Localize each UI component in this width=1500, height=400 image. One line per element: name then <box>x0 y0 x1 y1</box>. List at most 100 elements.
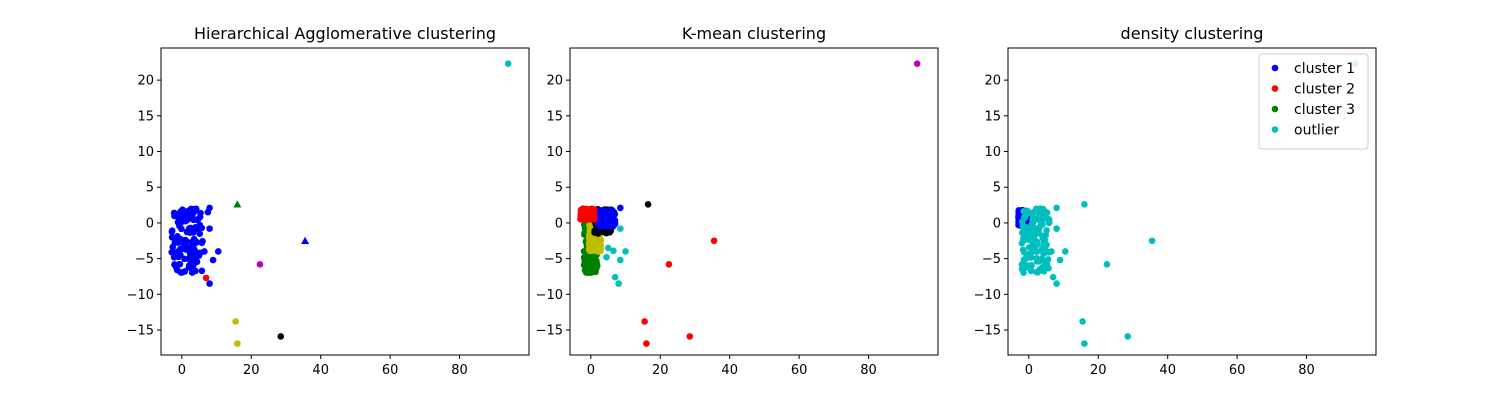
cluster-point <box>192 267 199 275</box>
cluster-point <box>587 207 594 214</box>
cluster-point <box>591 262 599 269</box>
scatter-point <box>622 248 629 255</box>
x-tick-label: 0 <box>178 363 186 378</box>
cluster-point <box>587 246 595 254</box>
cluster-point <box>600 208 608 215</box>
cluster-point <box>1033 248 1041 256</box>
cluster-point <box>596 242 603 249</box>
scatter-point <box>1103 261 1111 268</box>
scatter-point <box>277 333 285 340</box>
cluster-point <box>198 267 206 275</box>
scatter-point <box>206 225 213 232</box>
x-tick-label: 0 <box>587 363 595 378</box>
cluster-point <box>606 229 613 236</box>
scatter-point <box>604 244 612 252</box>
scatter-marks <box>168 60 512 347</box>
legend-label: cluster 1 <box>1294 61 1355 77</box>
cluster-point <box>197 209 204 217</box>
cluster-point <box>595 220 603 227</box>
scatter-point <box>617 256 624 264</box>
cluster-point <box>169 243 177 251</box>
scatter-point <box>1079 318 1086 325</box>
cluster-point <box>1044 216 1052 224</box>
cluster-point <box>1026 236 1033 244</box>
scatter-point <box>641 318 648 325</box>
scatter-point <box>206 280 213 287</box>
scatter-point <box>1081 340 1088 347</box>
cluster-point <box>196 230 204 238</box>
x-tick-label: 0 <box>1025 363 1033 378</box>
cluster-point <box>175 219 183 227</box>
y-tick-label: 0 <box>993 216 1001 231</box>
y-tick-label: 10 <box>137 145 154 160</box>
legend-marker <box>1271 85 1279 92</box>
scatter-point <box>611 273 619 281</box>
x-tick-label: 40 <box>721 363 738 378</box>
axes-frame <box>569 47 939 356</box>
scatter-point <box>1048 248 1055 255</box>
panel-hierarchical-clustering: 0 20 40 60 80 −15 −10 −5 0 5 10 15 20 Hierarchical Ag… <box>127 24 530 378</box>
cluster-point <box>178 269 186 276</box>
scatter-point <box>232 318 239 325</box>
scatter-point <box>209 256 217 264</box>
legend-label: outlier <box>1294 123 1339 139</box>
legend-box <box>1258 53 1369 150</box>
cluster-point <box>1029 214 1037 221</box>
y-tick-label: 15 <box>984 109 1001 124</box>
scatter-point <box>1061 248 1069 255</box>
legend-marker <box>1271 126 1279 133</box>
legend-marker <box>1271 64 1279 72</box>
scatter-point <box>617 225 624 232</box>
y-tick-label: −5 <box>544 252 563 267</box>
cluster-point <box>186 249 194 257</box>
cluster-point <box>1023 209 1031 217</box>
cluster-point <box>606 222 614 230</box>
scatter-point <box>234 340 241 347</box>
cluster-point <box>1018 218 1026 225</box>
scatter-point <box>1053 280 1060 287</box>
y-tick-label: 5 <box>555 181 563 196</box>
cluster-point <box>185 262 193 269</box>
y-tick-label: 20 <box>546 74 563 89</box>
scatter-point <box>665 261 673 268</box>
legend-marker <box>1271 105 1279 113</box>
scatter-point <box>615 280 622 287</box>
scatter-point <box>233 200 242 208</box>
cluster-point <box>175 247 183 255</box>
scatter-point <box>301 236 310 244</box>
y-tick-label: 20 <box>137 74 154 89</box>
legend-label: cluster 2 <box>1294 82 1355 98</box>
cluster-point <box>1033 228 1040 235</box>
scatter-point <box>504 60 512 68</box>
y-tick-label: 5 <box>993 181 1001 196</box>
cluster-point <box>192 239 200 247</box>
x-tick-label: 80 <box>1298 363 1315 378</box>
y-tick-label: 0 <box>146 216 154 231</box>
x-tick-label: 60 <box>791 363 808 378</box>
scatter-point <box>1148 237 1156 245</box>
cluster-point <box>1039 235 1047 242</box>
x-tick-label: 60 <box>1229 363 1246 378</box>
cluster-point <box>192 224 199 232</box>
scatter-point <box>1081 201 1088 208</box>
scatter-marks <box>577 60 921 347</box>
cluster-point <box>1020 256 1028 264</box>
scatter-point <box>643 340 650 347</box>
cluster-point <box>199 237 206 245</box>
scatter-point <box>204 208 212 216</box>
cluster-point <box>181 255 188 263</box>
axes-frame <box>1007 47 1377 356</box>
cluster-point <box>607 210 615 218</box>
scatter-point <box>201 248 208 255</box>
cluster-point <box>170 248 177 256</box>
cluster-point <box>175 253 182 261</box>
cluster-point <box>187 243 194 251</box>
cluster-point <box>1020 249 1028 256</box>
cluster-point <box>1043 241 1050 248</box>
y-tick-label: −10 <box>127 288 154 303</box>
chart-title: K-mean clustering <box>682 24 826 43</box>
axes-frame <box>160 47 530 356</box>
scatter-point <box>644 201 652 208</box>
cluster-point <box>178 214 185 222</box>
